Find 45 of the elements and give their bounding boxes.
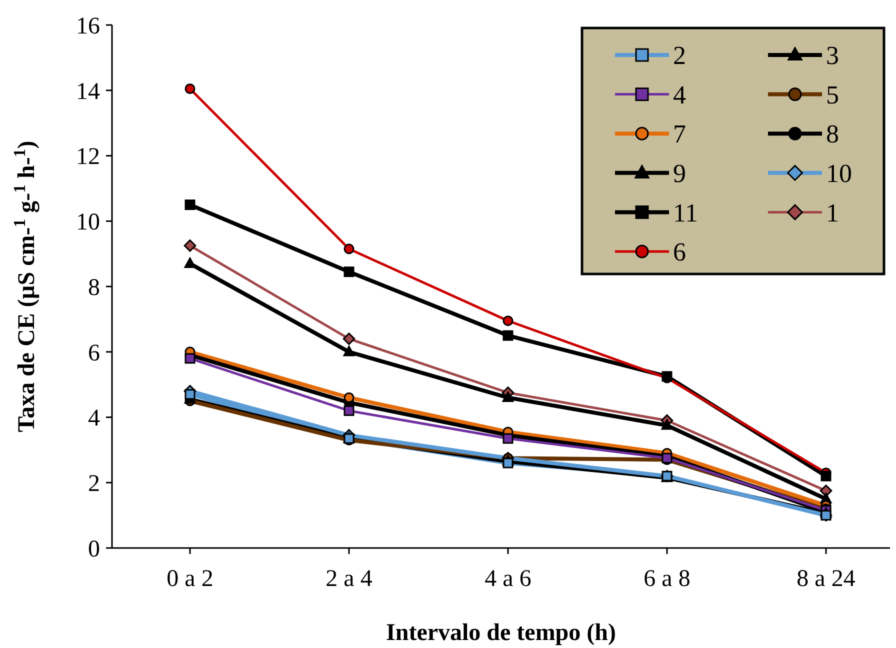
legend-label: 5 xyxy=(826,80,839,110)
legend-label: 9 xyxy=(673,159,686,188)
x-axis-title: Intervalo de tempo (h) xyxy=(386,620,616,646)
point xyxy=(344,266,354,278)
point xyxy=(343,346,355,356)
legend-label: 3 xyxy=(826,41,839,70)
legend-label: 10 xyxy=(826,159,852,188)
legend-label: 6 xyxy=(673,238,686,267)
y-tick-label: 12 xyxy=(76,144,100,170)
point xyxy=(184,200,196,210)
x-tick-label: 6 a 8 xyxy=(644,566,690,592)
legend-label: 11 xyxy=(673,198,698,228)
y-tick-label: 4 xyxy=(88,406,100,432)
point xyxy=(820,484,832,497)
y-tick-label: 0 xyxy=(88,536,100,562)
x-tick-label: 4 a 6 xyxy=(484,566,532,592)
y-tick-label: 14 xyxy=(76,78,100,105)
y-tick-label: 2 xyxy=(88,471,100,498)
point xyxy=(502,316,514,326)
y-tick-label: 6 xyxy=(88,340,100,366)
point xyxy=(184,353,196,364)
y-tick-label: 10 xyxy=(76,210,100,236)
point xyxy=(502,330,514,341)
x-tick-label: 8 a 24 xyxy=(796,566,856,592)
point xyxy=(502,458,514,468)
point xyxy=(820,470,832,482)
point xyxy=(661,419,673,430)
point xyxy=(344,405,354,416)
legend-label: 8 xyxy=(826,120,839,149)
point xyxy=(502,433,514,444)
x-tick-label: 2 a 4 xyxy=(326,566,372,592)
legend-label: 4 xyxy=(673,80,686,110)
point xyxy=(502,391,514,402)
point xyxy=(184,239,196,252)
legend-label: 1 xyxy=(826,198,839,228)
point xyxy=(184,389,196,400)
x-tick-label: 0 a 2 xyxy=(166,566,214,592)
legend-label: 7 xyxy=(673,120,686,149)
y-tick-label: 8 xyxy=(88,274,100,301)
point xyxy=(344,244,354,254)
point xyxy=(344,392,354,403)
y-tick-label: 16 xyxy=(76,13,100,40)
legend-label: 2 xyxy=(673,41,686,70)
point xyxy=(184,83,196,94)
point xyxy=(342,332,356,345)
